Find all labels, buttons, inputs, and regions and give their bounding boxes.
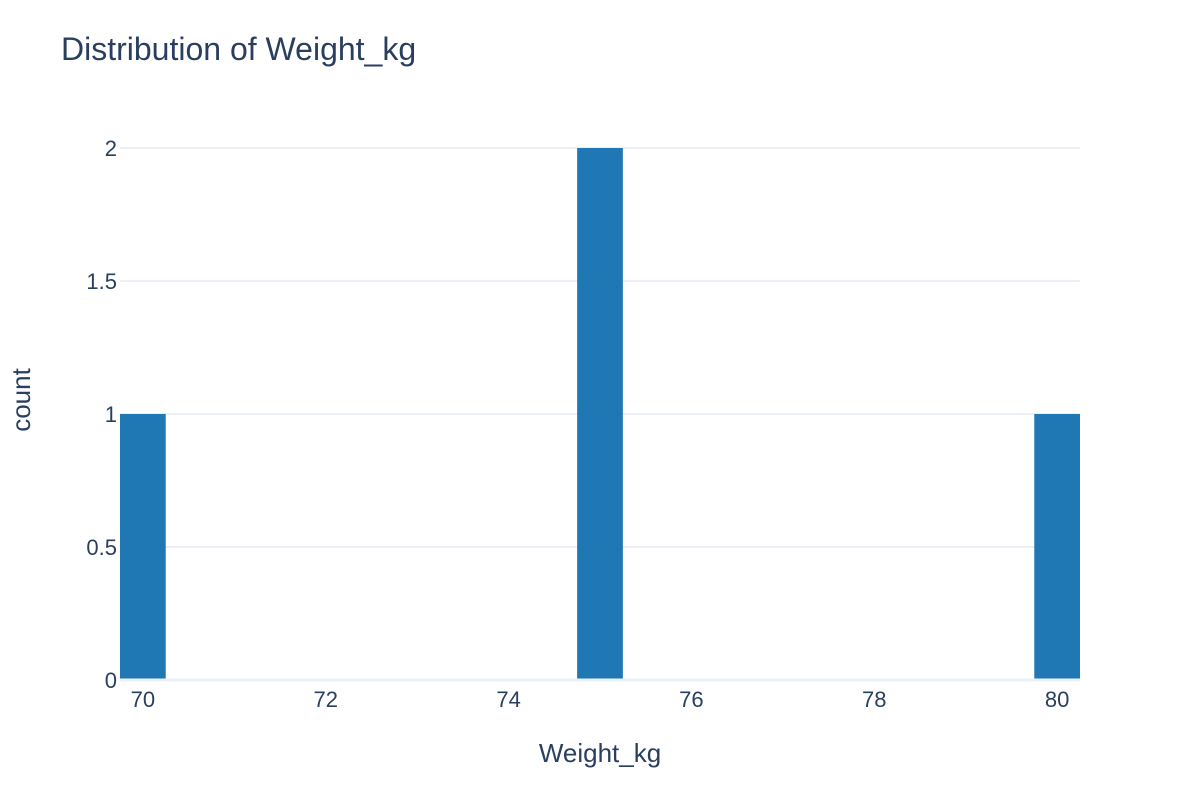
x-tick-labels: 70 72 74 76 78 80 xyxy=(131,687,1070,712)
histogram-bar xyxy=(120,414,166,680)
x-tick-label: 74 xyxy=(496,687,520,712)
y-tick-labels: 0 0.5 1 1.5 2 xyxy=(86,136,117,693)
histogram-bar xyxy=(1034,414,1080,680)
histogram-bar xyxy=(577,148,623,680)
bars xyxy=(120,148,1080,682)
y-axis-label: count xyxy=(6,367,36,431)
x-tick-label: 72 xyxy=(313,687,337,712)
x-axis-label: Weight_kg xyxy=(539,738,661,768)
chart-title: Distribution of Weight_kg xyxy=(61,31,416,67)
y-tick-label: 1 xyxy=(105,402,117,427)
y-tick-label: 2 xyxy=(105,136,117,161)
x-tick-label: 80 xyxy=(1045,687,1069,712)
x-tick-label: 76 xyxy=(679,687,703,712)
y-tick-label: 0.5 xyxy=(86,535,117,560)
x-tick-label: 70 xyxy=(131,687,155,712)
y-tick-label: 0 xyxy=(105,668,117,693)
x-tick-label: 78 xyxy=(862,687,886,712)
y-tick-label: 1.5 xyxy=(86,269,117,294)
